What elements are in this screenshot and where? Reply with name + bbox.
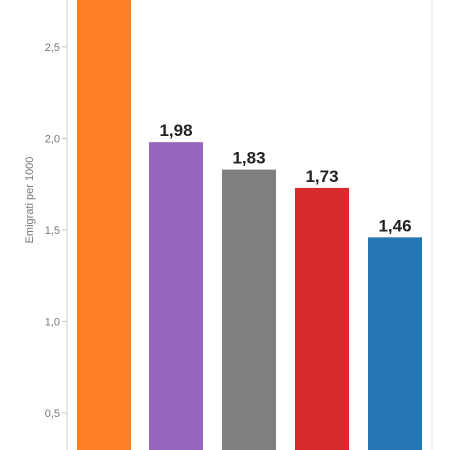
- bar-value-label: 1,46: [378, 216, 411, 235]
- bar-1: [77, 0, 131, 450]
- bar-3: [222, 169, 276, 450]
- y-tick-label: 0,5: [45, 408, 60, 420]
- bar-value-label: 1,73: [305, 167, 338, 186]
- y-tick-label: 2,5: [45, 42, 60, 54]
- bars: [77, 0, 422, 450]
- y-tick-label: 2,0: [45, 134, 60, 146]
- bar-value-label: 1,83: [232, 149, 265, 168]
- data-labels: 1,98 1,83 1,73 1,46: [159, 121, 411, 235]
- y-axis-ticks: 0,5 1,0 1,5 2,0 2,5: [45, 42, 67, 420]
- bar-5: [368, 237, 422, 450]
- y-tick-label: 1,5: [45, 225, 60, 237]
- bar-value-label: 1,98: [159, 121, 192, 140]
- y-axis-title: Emigrati per 1000: [24, 157, 36, 244]
- y-tick-label: 1,0: [45, 317, 60, 329]
- bar-4: [295, 187, 349, 450]
- bar-2: [149, 142, 203, 450]
